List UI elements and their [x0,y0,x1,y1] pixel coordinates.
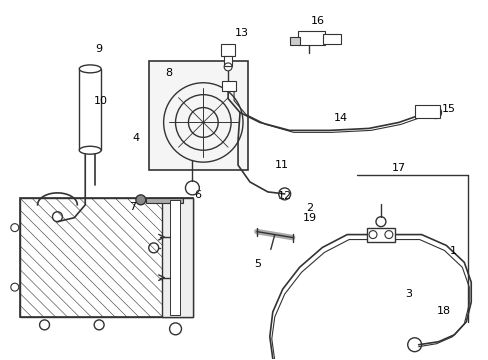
Text: 15: 15 [441,104,454,113]
Bar [289,37,299,45]
Circle shape [136,195,145,205]
Bar [20,198,193,317]
Bar [323,34,341,44]
Bar [366,228,394,242]
Bar [169,200,179,315]
Text: 17: 17 [391,163,405,173]
Ellipse shape [79,146,101,154]
Text: 12: 12 [277,191,291,201]
Text: 3: 3 [405,289,411,299]
Text: 13: 13 [235,28,248,38]
Bar [162,198,193,317]
Text: 8: 8 [164,68,172,78]
Ellipse shape [79,65,101,73]
Text: 18: 18 [435,306,449,316]
Bar [20,198,193,317]
Bar [224,56,232,66]
Bar [297,31,325,45]
Bar [414,105,440,118]
Text: 6: 6 [193,190,201,200]
Bar [145,198,183,203]
Text: 10: 10 [94,96,108,105]
Text: 16: 16 [310,16,324,26]
Text: 9: 9 [95,44,102,54]
Text: 5: 5 [254,259,261,269]
Bar [148,61,247,170]
Text: 2: 2 [305,203,312,213]
Bar [221,44,235,56]
Bar [79,69,101,150]
Bar [20,198,193,317]
Bar [222,81,236,91]
Text: 7: 7 [129,202,136,212]
Text: 4: 4 [132,133,139,143]
Text: 11: 11 [274,160,288,170]
Text: 19: 19 [302,213,316,223]
Text: 14: 14 [333,113,347,123]
Text: 1: 1 [449,247,456,256]
